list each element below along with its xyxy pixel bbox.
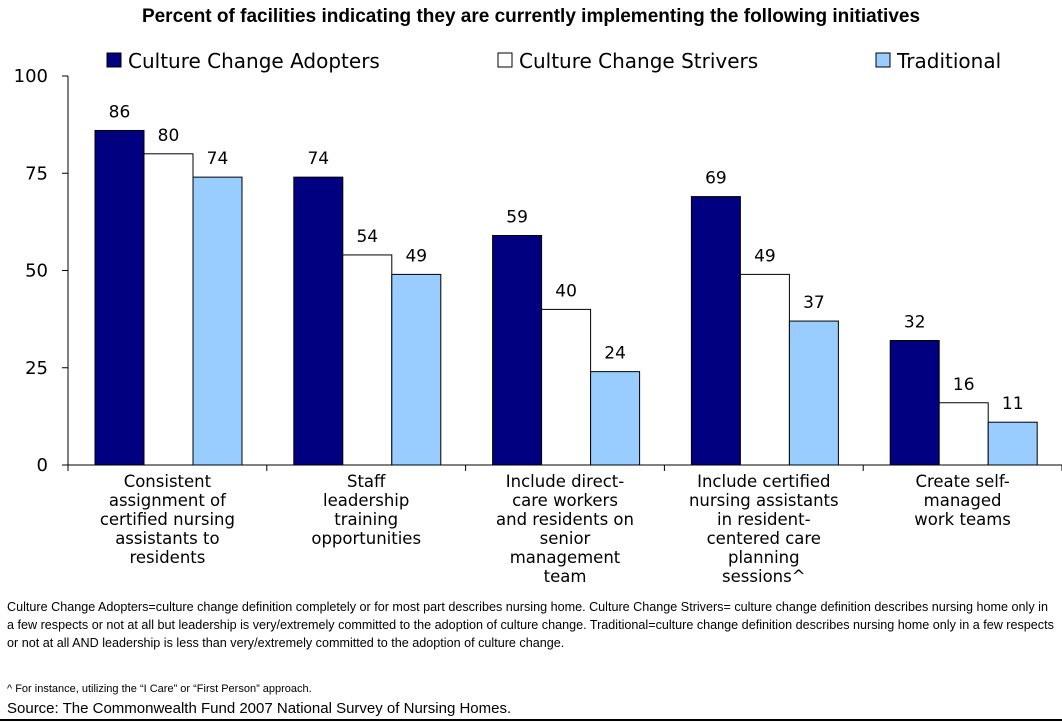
legend-label: Culture Change Strivers — [519, 49, 758, 73]
bar — [938, 402, 989, 466]
category-label: Create self-managed work teams — [914, 472, 1011, 529]
data-label: 37 — [803, 293, 825, 313]
data-label: 69 — [705, 169, 727, 189]
legend-label: Culture Change Adopters — [128, 49, 380, 73]
bar — [492, 234, 543, 466]
bar — [889, 340, 940, 466]
data-label: 49 — [754, 246, 776, 266]
bottom-rule — [0, 719, 1062, 721]
data-label: 24 — [604, 344, 626, 364]
bar — [391, 273, 442, 466]
chart-title: Percent of facilities indicating they ar… — [141, 6, 921, 27]
data-label: 54 — [356, 227, 378, 247]
source-note: Source: The Commonwealth Fund 2007 Natio… — [7, 700, 512, 717]
data-label: 80 — [158, 126, 180, 146]
legend: Culture Change Adopters Culture Change St… — [106, 49, 1001, 73]
bar — [690, 196, 741, 466]
data-label: 32 — [904, 313, 926, 333]
bar — [192, 176, 243, 466]
data-label: 16 — [953, 375, 975, 395]
y-tick-label: 100 — [14, 66, 48, 87]
data-label: 59 — [506, 207, 528, 227]
data-label: 86 — [109, 102, 131, 122]
bar — [541, 308, 592, 466]
legend-swatch — [875, 52, 891, 68]
bar — [987, 421, 1038, 466]
footnote: ^ For instance, utilizing the “I Care” o… — [7, 683, 312, 695]
legend-swatch — [497, 52, 513, 68]
bars — [94, 129, 1038, 466]
bar — [590, 371, 641, 466]
bar — [788, 320, 839, 466]
legend-label: Traditional — [896, 49, 1001, 73]
data-label: 74 — [207, 149, 229, 169]
bar — [739, 273, 790, 466]
data-label: 11 — [1002, 394, 1024, 414]
bar — [293, 176, 344, 466]
y-tick-label: 0 — [37, 455, 48, 476]
bar — [94, 129, 145, 466]
bar — [143, 153, 194, 466]
bar — [342, 254, 393, 466]
y-tick-label: 50 — [25, 261, 48, 282]
bar-chart: Culture Change Adopters Culture Change St… — [14, 49, 1062, 586]
category-label: Staff leadership training opportunities — [311, 472, 421, 548]
category-label: Include certified nursing assistants in re… — [689, 472, 839, 586]
category-label: Consistent assignment of certified nursing… — [100, 472, 235, 567]
data-label: 74 — [307, 149, 329, 169]
data-label: 49 — [405, 246, 427, 266]
category-label: Include direct-care workers and residents… — [496, 472, 634, 586]
legend-swatch — [106, 52, 122, 68]
data-label: 40 — [555, 281, 577, 301]
labels: 86 80 74 Consistent assignment of certified n… — [100, 102, 1024, 586]
y-tick-label: 75 — [25, 163, 48, 184]
y-tick-label: 25 — [25, 358, 48, 379]
definitions-note: Culture Change Adopters=culture change d… — [7, 600, 1054, 650]
